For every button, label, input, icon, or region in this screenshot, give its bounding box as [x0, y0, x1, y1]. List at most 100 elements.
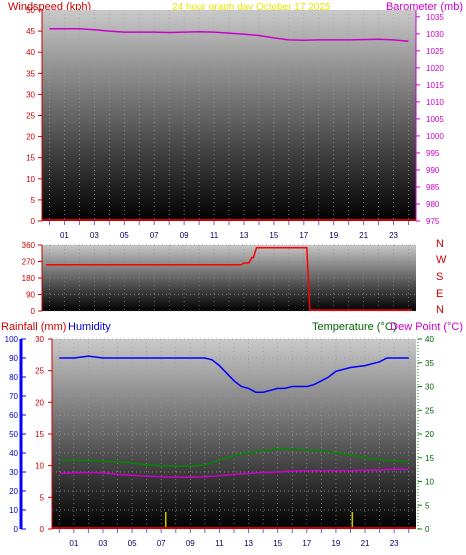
temperature-line [59, 448, 409, 468]
rainfall-tick-label: 0 [40, 525, 45, 534]
rain-humidity-temp-x-axis: 01 03 05 07 09 11 13 15 17 19 21 23 [58, 529, 410, 548]
x-tick-label: 17 [299, 231, 308, 240]
x-tick-label: 21 [359, 231, 368, 240]
barometer-tick-label: 1025 [426, 47, 444, 56]
x-tick-label: 19 [329, 231, 338, 240]
x-tick-label: 19 [331, 539, 340, 548]
windspeed-tick-label: 35 [26, 69, 35, 78]
temperature-axis-title: Temperature (°C) [312, 321, 396, 333]
rainfall-tick-label: 30 [35, 335, 44, 344]
humidity-axis-title: Humidity [68, 321, 111, 333]
x-tick-label: 23 [390, 539, 399, 548]
windspeed-tick-label: 45 [26, 27, 35, 36]
humidity-line [59, 355, 409, 393]
windspeed-tick-label: 30 [26, 90, 35, 99]
x-tick-label: 17 [302, 539, 311, 548]
wind-barometer-x-axis: 01 03 05 07 09 11 13 15 17 19 21 23 [48, 221, 410, 240]
humidity-axis: 0 10 20 30 40 50 60 70 80 90 100 [5, 335, 26, 534]
temperature-tick-label: 30 [425, 383, 434, 392]
barometer-tick-label: 985 [426, 183, 440, 192]
x-tick-label: 05 [128, 539, 137, 548]
direction-tick-label: 90 [26, 291, 35, 300]
x-tick-label: 07 [150, 231, 159, 240]
rain-events [165, 512, 354, 529]
wind-direction-axis: 0 90 180 270 360 [22, 241, 43, 316]
barometer-tick-label: 1010 [426, 98, 444, 107]
windspeed-tick-label: 15 [26, 154, 35, 163]
barometer-tick-label: 975 [426, 217, 440, 226]
rainfall-tick-label: 25 [35, 367, 44, 376]
barometer-tick-label: 980 [426, 200, 440, 209]
compass-label: S [436, 271, 443, 283]
barometer-tick-label: 1030 [426, 30, 444, 39]
direction-tick-label: 360 [22, 241, 36, 250]
wind-direction-line [46, 247, 412, 311]
rainfall-tick-label: 15 [35, 430, 44, 439]
temperature-tick-label: 40 [425, 335, 434, 344]
temperature-tick-label: 20 [425, 430, 434, 439]
rainfall-axis-title: Rainfall (mm) [1, 321, 66, 333]
x-tick-label: 11 [210, 231, 219, 240]
windspeed-tick-label: 25 [26, 112, 35, 121]
windspeed-tick-label: 10 [26, 175, 35, 184]
x-tick-label: 01 [69, 539, 78, 548]
windspeed-tick-label: 5 [31, 196, 36, 205]
rainfall-axis: 0 5 10 15 20 25 30 [35, 335, 53, 534]
temperature-tick-label: 5 [425, 501, 430, 510]
x-tick-label: 03 [90, 231, 99, 240]
barometer-axis: 975 980 985 990 995 1000 1005 1010 1015 1020 1025 1… [415, 10, 444, 226]
humidity-tick-label: 40 [9, 449, 18, 458]
graph-date-title: 24 hour graph day October 17 2025 [172, 2, 331, 13]
temperature-tick-label: 35 [425, 359, 434, 368]
x-tick-label: 13 [240, 231, 249, 240]
temperature-tick-label: 25 [425, 406, 434, 415]
barometer-tick-label: 1005 [426, 115, 444, 124]
x-tick-label: 21 [361, 539, 370, 548]
x-tick-label: 15 [269, 231, 278, 240]
humidity-tick-label: 90 [9, 354, 18, 363]
compass-label: N [436, 238, 444, 250]
barometer-tick-label: 990 [426, 166, 440, 175]
dew-point-axis-title: Dew Point (°C) [390, 321, 463, 333]
direction-tick-label: 0 [31, 307, 36, 316]
temperature-axis: 0 5 10 15 20 25 30 35 40 [417, 335, 434, 534]
dew-point-line [59, 468, 409, 478]
windspeed-axis: 0 5 10 15 20 25 30 35 40 45 50 [26, 6, 43, 226]
barometer-line [49, 27, 409, 43]
wind-direction-grid [42, 244, 416, 312]
barometer-tick-label: 995 [426, 149, 440, 158]
humidity-tick-label: 10 [9, 506, 18, 515]
x-tick-label: 07 [157, 539, 166, 548]
x-tick-label: 09 [186, 539, 195, 548]
x-tick-label: 11 [215, 539, 224, 548]
x-tick-label: 13 [244, 539, 253, 548]
rainfall-tick-label: 20 [35, 398, 44, 407]
humidity-tick-label: 20 [9, 487, 18, 496]
barometer-tick-label: 1020 [426, 64, 444, 73]
humidity-tick-label: 100 [5, 335, 19, 344]
barometer-tick-label: 1000 [426, 132, 444, 141]
x-tick-label: 15 [273, 539, 282, 548]
windspeed-tick-label: 40 [26, 48, 35, 57]
humidity-tick-label: 50 [9, 430, 18, 439]
humidity-tick-label: 80 [9, 373, 18, 382]
rainfall-tick-label: 5 [40, 493, 45, 502]
barometer-tick-label: 1035 [426, 13, 444, 22]
direction-tick-label: 180 [22, 274, 36, 283]
temperature-tick-label: 15 [425, 454, 434, 463]
x-tick-label: 23 [389, 231, 398, 240]
windspeed-tick-label: 0 [31, 217, 36, 226]
x-tick-label: 01 [60, 231, 69, 240]
x-tick-label: 05 [120, 231, 129, 240]
x-tick-label: 03 [99, 539, 108, 548]
direction-tick-label: 270 [22, 258, 36, 267]
humidity-tick-label: 60 [9, 411, 18, 420]
humidity-tick-label: 30 [9, 468, 18, 477]
windspeed-tick-label: 50 [26, 6, 35, 15]
compass-label: E [436, 288, 443, 300]
compass-label: N [436, 304, 444, 316]
humidity-tick-label: 0 [14, 525, 19, 534]
compass-label: W [436, 254, 447, 266]
